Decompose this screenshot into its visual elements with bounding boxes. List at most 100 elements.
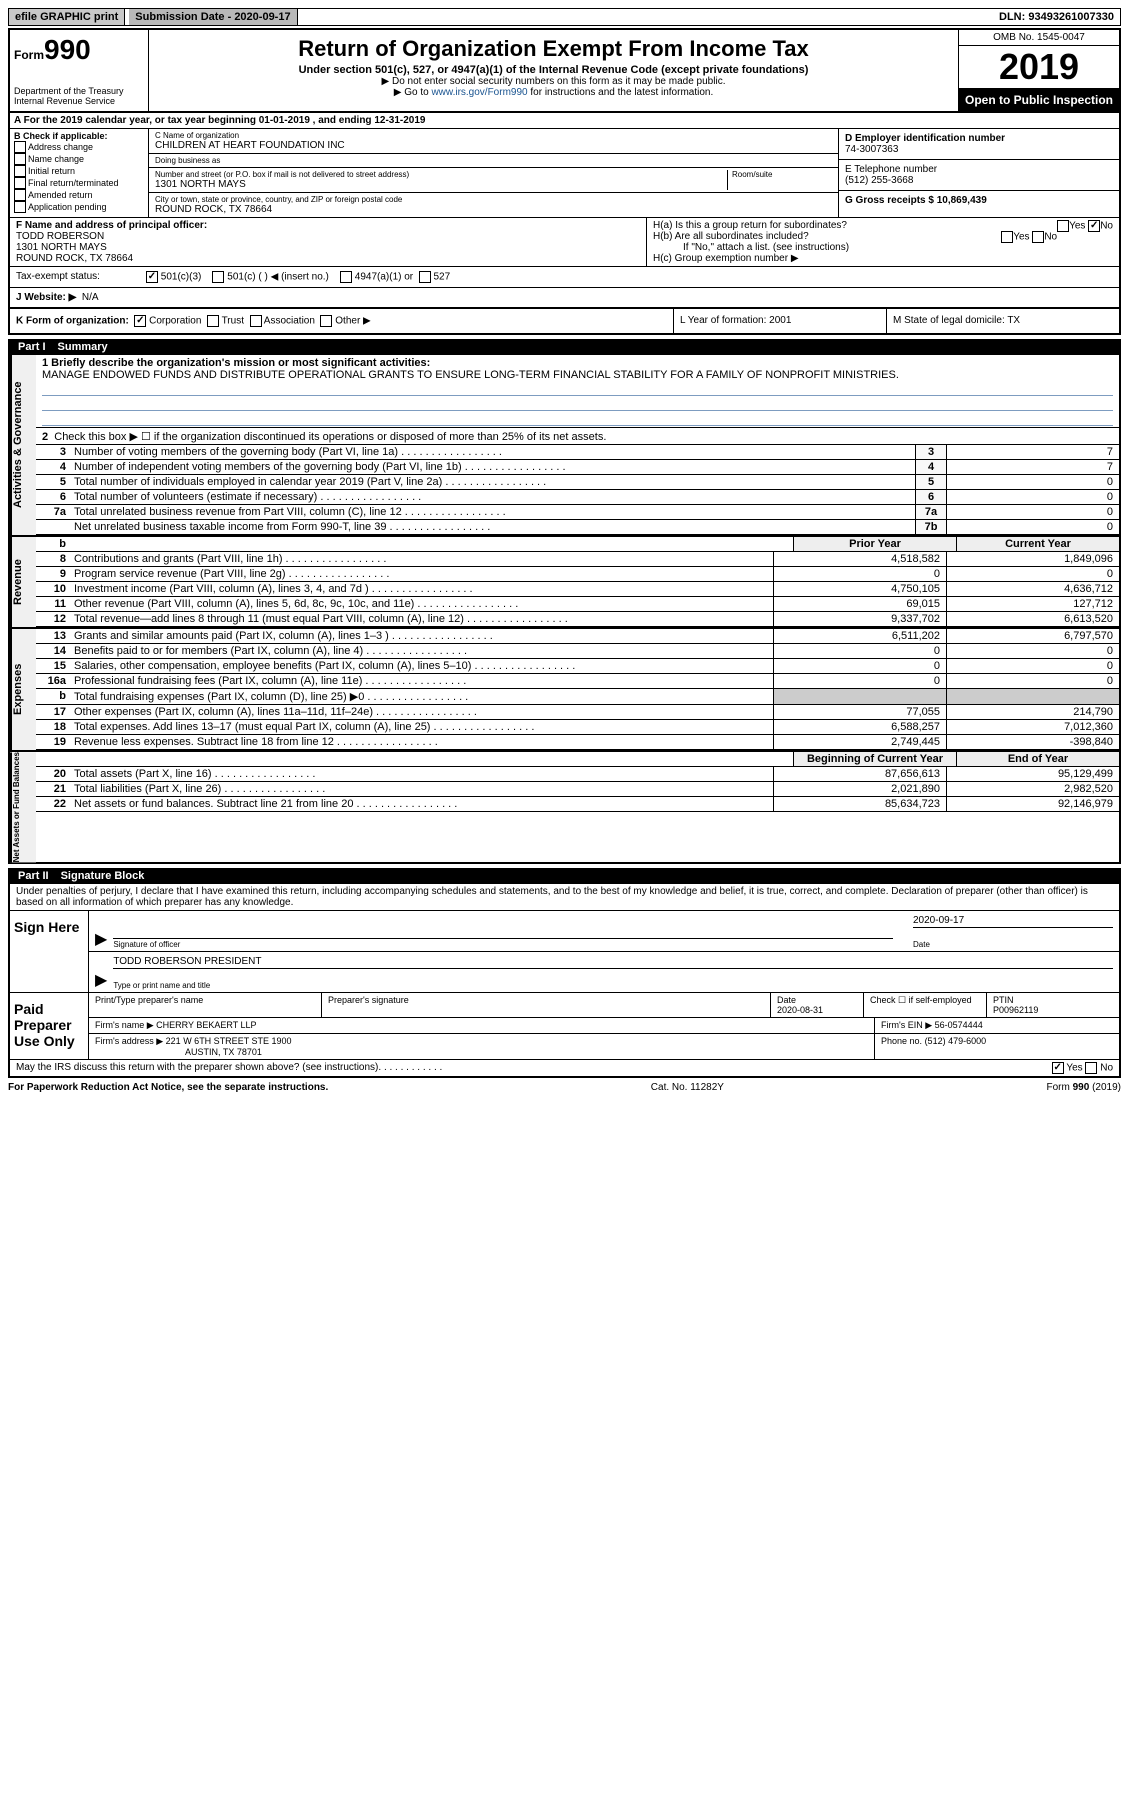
- instruction-line-1: ▶ Do not enter social security numbers o…: [153, 76, 954, 87]
- cb-amended[interactable]: Amended return: [14, 189, 144, 201]
- side-revenue: Revenue: [10, 537, 36, 627]
- firm-address: Firm's address ▶ 221 W 6TH STREET STE 19…: [89, 1034, 875, 1059]
- col-prior-year: Prior Year: [793, 537, 956, 551]
- table-row: 9Program service revenue (Part VIII, lin…: [36, 567, 1119, 582]
- table-row: 18Total expenses. Add lines 13–17 (must …: [36, 720, 1119, 735]
- cb-address-change[interactable]: Address change: [14, 141, 144, 153]
- cb-discuss-no[interactable]: [1085, 1062, 1097, 1074]
- table-row: 12Total revenue—add lines 8 through 11 (…: [36, 612, 1119, 627]
- table-row: 22Net assets or fund balances. Subtract …: [36, 797, 1119, 812]
- submission-date: Submission Date - 2020-09-17: [129, 9, 297, 25]
- table-row: 21Total liabilities (Part X, line 26) 2,…: [36, 782, 1119, 797]
- cb-pending[interactable]: Application pending: [14, 201, 144, 213]
- sig-arrow-icon-2: ▶: [95, 970, 107, 990]
- section-b-title: B Check if applicable:: [14, 131, 108, 141]
- year-formation: L Year of formation: 2001: [674, 309, 887, 333]
- org-name-block: C Name of organization CHILDREN AT HEART…: [149, 129, 838, 154]
- ptin: PTINP00962119: [987, 993, 1119, 1017]
- cb-discuss-yes[interactable]: [1052, 1062, 1064, 1074]
- table-row: 17Other expenses (Part IX, column (A), l…: [36, 705, 1119, 720]
- sig-date-field: 2020-09-17Date: [913, 927, 1113, 949]
- top-bar: efile GRAPHIC print Submission Date - 20…: [8, 8, 1121, 26]
- net-assets-section: Net Assets or Fund Balances Beginning of…: [8, 752, 1121, 864]
- cb-assoc[interactable]: [250, 315, 262, 327]
- cb-501c[interactable]: [212, 271, 224, 283]
- cb-527[interactable]: [419, 271, 431, 283]
- section-b: B Check if applicable: Address change Na…: [8, 129, 1121, 218]
- activities-governance: Activities & Governance 1 Briefly descri…: [8, 355, 1121, 537]
- form-version: Form 990 (2019): [1047, 1082, 1121, 1093]
- part-2-header: Part IISignature Block: [8, 868, 1121, 884]
- table-row: 11Other revenue (Part VIII, column (A), …: [36, 597, 1119, 612]
- penalties-text: Under penalties of perjury, I declare th…: [10, 884, 1119, 911]
- page-footer: For Paperwork Reduction Act Notice, see …: [8, 1078, 1121, 1097]
- phone-block: E Telephone number (512) 255-3668: [839, 160, 1119, 191]
- tax-exempt-row: Tax-exempt status: 501(c)(3) 501(c) ( ) …: [8, 267, 1121, 288]
- firm-phone: Phone no. (512) 479-6000: [875, 1034, 1119, 1059]
- officer-addr2: ROUND ROCK, TX 78664: [16, 253, 133, 264]
- hc-row: H(c) Group exemption number ▶: [653, 253, 1113, 264]
- cb-501c3[interactable]: [146, 271, 158, 283]
- gross-receipts: G Gross receipts $ 10,869,439: [839, 191, 1119, 210]
- prep-name: Print/Type preparer's name: [89, 993, 322, 1017]
- col-current-year: Current Year: [956, 537, 1119, 551]
- open-public-badge: Open to Public Inspection: [959, 89, 1119, 111]
- col-end-year: End of Year: [956, 752, 1119, 766]
- section-f-label: F Name and address of principal officer:: [16, 220, 207, 231]
- cb-other[interactable]: [320, 315, 332, 327]
- cb-trust[interactable]: [207, 315, 219, 327]
- klm-row: K Form of organization: Corporation Trus…: [8, 309, 1121, 335]
- instruction-line-2: ▶ Go to www.irs.gov/Form990 for instruct…: [153, 87, 954, 98]
- form-subtitle: Under section 501(c), 527, or 4947(a)(1)…: [153, 64, 954, 76]
- cb-final-return[interactable]: Final return/terminated: [14, 177, 144, 189]
- omb-number: OMB No. 1545-0047: [959, 30, 1119, 46]
- table-row: 20Total assets (Part X, line 16) 87,656,…: [36, 767, 1119, 782]
- address-block: Number and street (or P.O. box if mail i…: [149, 168, 838, 193]
- table-row: 6Total number of volunteers (estimate if…: [36, 490, 1119, 505]
- table-row: 10Investment income (Part VIII, column (…: [36, 582, 1119, 597]
- line-1-mission: 1 Briefly describe the organization's mi…: [36, 355, 1119, 428]
- cb-corp[interactable]: [134, 315, 146, 327]
- state-domicile: M State of legal domicile: TX: [887, 309, 1119, 333]
- line-2-checkbox: 2 Check this box ▶ ☐ if the organization…: [36, 428, 1119, 445]
- table-row: 7aTotal unrelated business revenue from …: [36, 505, 1119, 520]
- side-net-assets: Net Assets or Fund Balances: [10, 752, 36, 862]
- side-expenses: Expenses: [10, 629, 36, 750]
- cb-initial-return[interactable]: Initial return: [14, 165, 144, 177]
- firm-name: Firm's name ▶ CHERRY BEKAERT LLP: [89, 1018, 875, 1033]
- row-a-tax-year: A For the 2019 calendar year, or tax yea…: [8, 113, 1121, 129]
- prep-self-emp[interactable]: Check ☐ if self-employed: [864, 993, 987, 1017]
- paid-preparer-label: Paid Preparer Use Only: [10, 993, 89, 1059]
- cb-name-change[interactable]: Name change: [14, 153, 144, 165]
- part-1-header: Part ISummary: [8, 339, 1121, 355]
- table-row: 13Grants and similar amounts paid (Part …: [36, 629, 1119, 644]
- website-row: J Website: ▶ N/A: [8, 288, 1121, 309]
- typed-name-field: TODD ROBERSON PRESIDENTType or print nam…: [113, 968, 1113, 990]
- discuss-row: May the IRS discuss this return with the…: [10, 1059, 1119, 1076]
- expenses-section: Expenses 13Grants and similar amounts pa…: [8, 629, 1121, 752]
- table-row: 3Number of voting members of the governi…: [36, 445, 1119, 460]
- form-header: Form990 Department of the Treasury Inter…: [8, 28, 1121, 113]
- sig-officer-field[interactable]: Signature of officer: [113, 938, 893, 949]
- ha-row: H(a) Is this a group return for subordin…: [653, 220, 1113, 231]
- officer-addr1: 1301 NORTH MAYS: [16, 242, 107, 253]
- form-title: Return of Organization Exempt From Incom…: [153, 36, 954, 62]
- efile-button[interactable]: efile GRAPHIC print: [9, 9, 125, 25]
- ein-block: D Employer identification number 74-3007…: [839, 129, 1119, 160]
- table-row: 15Salaries, other compensation, employee…: [36, 659, 1119, 674]
- table-row: bTotal fundraising expenses (Part IX, co…: [36, 689, 1119, 705]
- sig-arrow-icon: ▶: [95, 929, 107, 949]
- signature-block: Under penalties of perjury, I declare th…: [8, 884, 1121, 1078]
- dept-treasury: Department of the Treasury Internal Reve…: [14, 86, 144, 106]
- table-row: 19Revenue less expenses. Subtract line 1…: [36, 735, 1119, 750]
- dln: DLN: 93493261007330: [993, 9, 1120, 25]
- cb-4947[interactable]: [340, 271, 352, 283]
- revenue-section: Revenue b Prior Year Current Year 8Contr…: [8, 537, 1121, 629]
- irs-link[interactable]: www.irs.gov/Form990: [431, 87, 527, 98]
- col-begin-year: Beginning of Current Year: [793, 752, 956, 766]
- side-activities: Activities & Governance: [10, 355, 36, 535]
- prep-sig: Preparer's signature: [322, 993, 771, 1017]
- hb-note: If "No," attach a list. (see instruction…: [653, 242, 1113, 253]
- table-row: 16aProfessional fundraising fees (Part I…: [36, 674, 1119, 689]
- prep-date: Date2020-08-31: [771, 993, 864, 1017]
